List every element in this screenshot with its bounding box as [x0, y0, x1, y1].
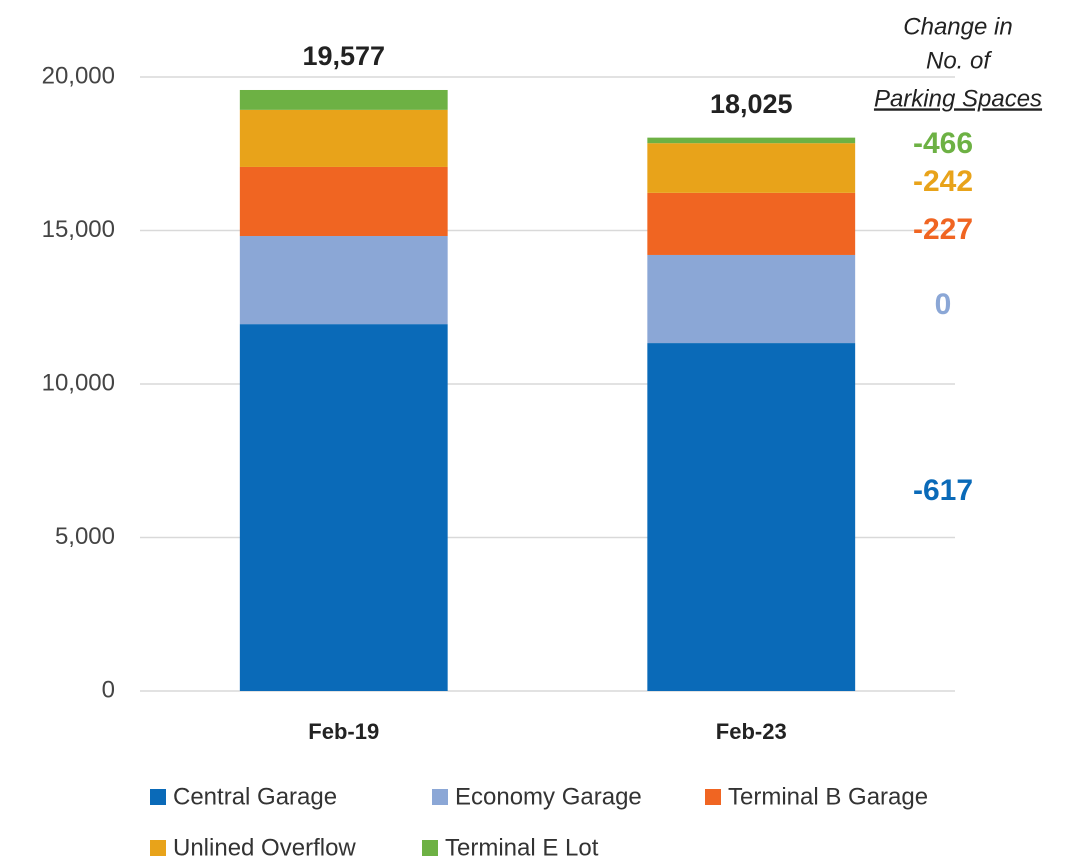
legend-swatch: [150, 840, 166, 856]
bar-segment: [239, 236, 448, 325]
change-label: -227: [913, 213, 973, 246]
y-tick-label: 15,000: [42, 216, 115, 243]
y-tick-label: 20,000: [42, 62, 115, 89]
legend-label: Terminal B Garage: [728, 783, 928, 810]
x-tick-label: Feb-19: [308, 719, 379, 744]
total-label: 19,577: [302, 41, 385, 71]
legend-label: Unlined Overflow: [173, 834, 356, 861]
legend-label: Central Garage: [173, 783, 337, 810]
change-label: 0: [935, 288, 952, 321]
bar-segment: [647, 192, 856, 255]
change-title: No. of: [926, 47, 992, 74]
y-tick-label: 10,000: [42, 369, 115, 396]
legend-label: Economy Garage: [455, 783, 642, 810]
y-tick-label: 0: [102, 676, 115, 703]
change-title: Change in: [903, 13, 1012, 40]
change-label: -242: [913, 165, 973, 198]
legend-swatch: [432, 789, 448, 805]
legend-label: Terminal E Lot: [445, 834, 599, 861]
bar-segment: [239, 324, 448, 691]
change-label: -617: [913, 474, 973, 507]
bar-segment: [647, 137, 856, 144]
x-tick-label: Feb-23: [716, 719, 787, 744]
legend-swatch: [422, 840, 438, 856]
y-tick-label: 5,000: [55, 523, 115, 550]
bar-segment: [239, 166, 448, 237]
bar-segment: [647, 143, 856, 193]
change-label: -466: [913, 127, 973, 160]
bar-segment: [239, 89, 448, 110]
legend-swatch: [150, 789, 166, 805]
bar-segment: [239, 109, 448, 167]
total-label: 18,025: [710, 89, 793, 119]
bar-segment: [647, 254, 856, 344]
bar-segment: [647, 343, 856, 691]
legend-swatch: [705, 789, 721, 805]
change-title: Parking Spaces: [874, 85, 1042, 112]
